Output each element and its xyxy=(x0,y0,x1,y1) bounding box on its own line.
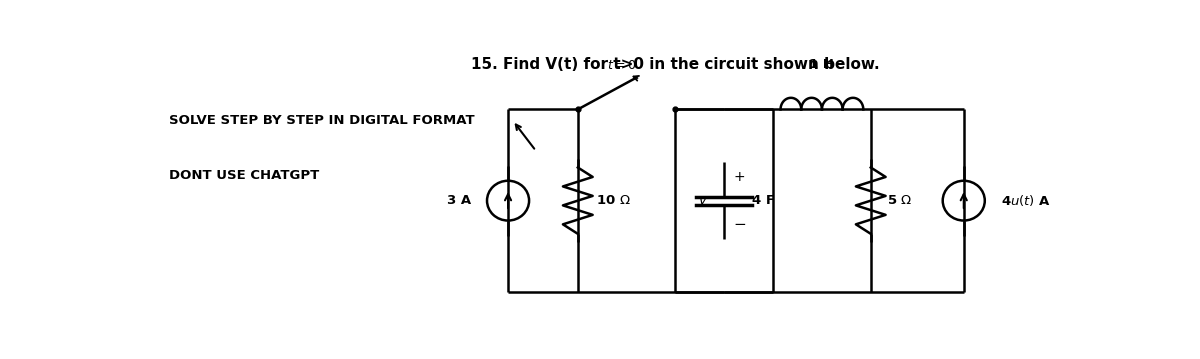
Text: SOLVE STEP BY STEP IN DIGITAL FORMAT: SOLVE STEP BY STEP IN DIGITAL FORMAT xyxy=(168,114,474,127)
Text: +: + xyxy=(733,170,745,184)
Text: $v$: $v$ xyxy=(697,194,708,207)
Text: 4 F: 4 F xyxy=(752,194,775,207)
Text: 3 A: 3 A xyxy=(446,194,470,207)
Text: 5 $\Omega$: 5 $\Omega$ xyxy=(888,194,913,207)
Text: $t=0$: $t=0$ xyxy=(607,59,637,72)
Text: 15. Find V(t) for t>0 in the circuit shown below.: 15. Find V(t) for t>0 in the circuit sho… xyxy=(472,57,880,72)
Text: 1 H: 1 H xyxy=(810,58,834,71)
Text: 10 $\Omega$: 10 $\Omega$ xyxy=(596,194,631,207)
Text: DONT USE CHATGPT: DONT USE CHATGPT xyxy=(168,169,319,182)
Text: 4$u(t)$ A: 4$u(t)$ A xyxy=(1001,193,1051,208)
Text: −: − xyxy=(733,216,746,232)
